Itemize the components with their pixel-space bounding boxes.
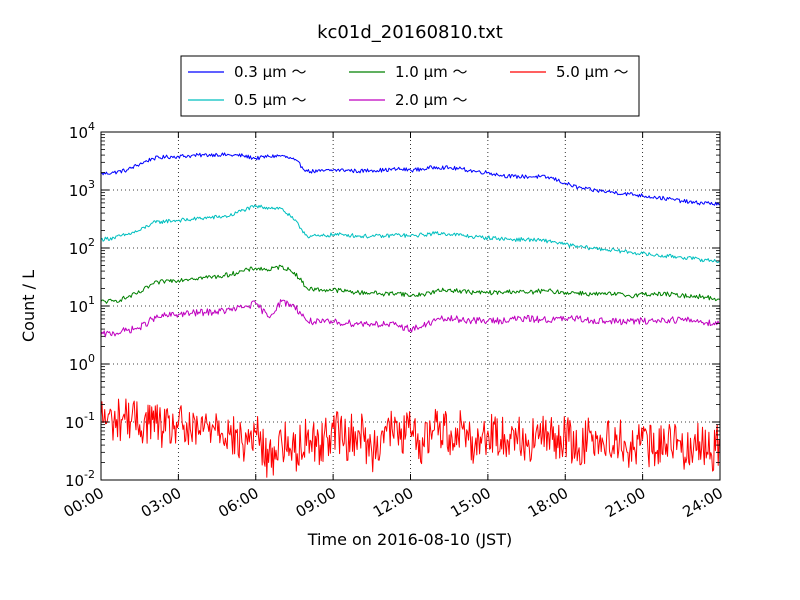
plot-area (100, 131, 721, 481)
series-line (101, 152, 720, 206)
legend-item: 2.0 μm ～ (349, 91, 468, 109)
x-axis-tick-labels: 00:00 03:00 06:00 09:00 12:00 15:00 18:00 21:00… (61, 484, 726, 521)
series-layer (101, 152, 720, 478)
y-tick-label: 10-2 (65, 468, 95, 490)
legend-label: 0.3 μm ～ (234, 63, 307, 81)
legend-label: 1.0 μm ～ (395, 63, 468, 81)
y-tick-exponent: 1 (88, 294, 95, 307)
y-tick-base: 10 (65, 414, 84, 432)
x-tick-label: 06:00 (215, 484, 261, 521)
legend-label: 5.0 μm ～ (556, 63, 629, 81)
legend-item: 0.3 μm ～ (188, 63, 307, 81)
legend: 0.3 μm ～ 0.5 μm ～ 1.0 μm ～ 2.0 μm ～ 5.0 μm ～ (180, 55, 640, 117)
x-tick-label: 09:00 (293, 484, 339, 521)
axis-ticks (100, 131, 721, 481)
legend-label: 2.0 μm ～ (395, 91, 468, 109)
y-tick-label: 103 (69, 178, 95, 200)
x-axis-label: Time on 2016-08-10 (JST) (307, 530, 512, 549)
x-tick-label: 18:00 (525, 484, 571, 521)
legend-item: 5.0 μm ～ (510, 63, 629, 81)
y-tick-exponent: -2 (84, 468, 95, 481)
chart-title: kc01d_20160810.txt (317, 22, 503, 43)
y-tick-exponent: 4 (88, 120, 95, 133)
y-tick-label: 10-1 (65, 410, 95, 432)
y-tick-label: 104 (69, 120, 95, 142)
series-line (101, 398, 720, 478)
y-tick-label: 101 (69, 294, 95, 316)
x-tick-label: 12:00 (370, 484, 416, 521)
x-tick-label: 03:00 (138, 484, 184, 521)
y-tick-base: 10 (69, 298, 88, 316)
y-tick-label: 102 (69, 236, 95, 258)
y-tick-exponent: 3 (88, 178, 95, 191)
legend-item: 1.0 μm ～ (349, 63, 468, 81)
y-tick-base: 10 (69, 182, 88, 200)
legend-label: 0.5 μm ～ (234, 91, 307, 109)
y-axis-label: Count / L (19, 270, 38, 342)
y-tick-exponent: 2 (88, 236, 95, 249)
y-tick-base: 10 (69, 124, 88, 142)
y-tick-exponent: -1 (84, 410, 95, 423)
x-tick-label: 24:00 (680, 484, 726, 521)
y-tick-exponent: 0 (88, 352, 95, 365)
legend-item: 0.5 μm ～ (188, 91, 307, 109)
series-line (101, 299, 720, 338)
series-line (101, 264, 720, 304)
x-tick-label: 21:00 (602, 484, 648, 521)
y-tick-label: 100 (69, 352, 95, 374)
y-tick-base: 10 (69, 240, 88, 258)
y-tick-base: 10 (69, 356, 88, 374)
y-tick-base: 10 (65, 472, 84, 490)
legend-box (180, 55, 640, 117)
x-tick-label: 15:00 (447, 484, 493, 521)
series-line (101, 204, 720, 263)
